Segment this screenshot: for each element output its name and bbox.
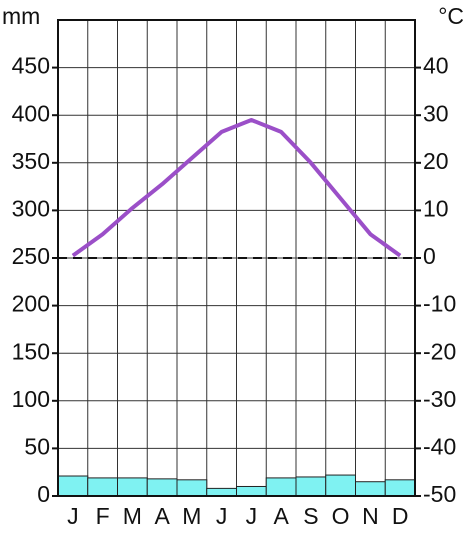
bar: [206, 487, 237, 497]
x-tick-label: J: [246, 503, 258, 529]
x-tick-label: J: [216, 503, 228, 529]
y-tick-label: 300: [12, 195, 50, 221]
bar: [57, 475, 89, 497]
y2-tick-label: -40: [423, 433, 456, 459]
y-tick-label: 250: [12, 243, 50, 269]
y-tick-label: 450: [12, 53, 50, 79]
bar: [87, 477, 118, 497]
y2-tick-label: 40: [423, 53, 449, 79]
x-tick-label: A: [273, 503, 289, 529]
y2-tick-label: 10: [423, 195, 449, 221]
x-tick-label: F: [96, 503, 110, 529]
x-tick-label: D: [392, 503, 409, 529]
bar: [236, 485, 267, 497]
bar: [384, 479, 416, 497]
x-tick-label: A: [154, 503, 170, 529]
y-tick-label: 350: [12, 148, 50, 174]
bar: [117, 477, 148, 497]
y2-tick-label: -20: [423, 338, 456, 364]
y2-axis-label: °C: [438, 3, 464, 29]
y2-tick-label: -30: [423, 386, 456, 412]
plot-frame: [57, 19, 416, 497]
y-tick-label: 50: [24, 433, 50, 459]
y-tick-label: 100: [12, 386, 50, 412]
y2-tick-label: 20: [423, 148, 449, 174]
temperature-line: [71, 117, 402, 258]
y2-tick-label: -50: [423, 481, 456, 507]
x-tick-label: S: [303, 503, 318, 529]
y-axis-label: mm: [2, 3, 40, 29]
y-tick-label: 200: [12, 291, 50, 317]
x-tick-label: N: [362, 503, 379, 529]
bar: [295, 476, 327, 497]
x-tick-label: M: [182, 503, 201, 529]
y-tick-label: 400: [12, 100, 50, 126]
bar: [355, 481, 386, 497]
x-tick-label: J: [67, 503, 79, 529]
y2-tick-label: -10: [423, 291, 456, 317]
y-tick-label: 150: [12, 338, 50, 364]
bar: [176, 479, 208, 497]
y-tick-label: 0: [37, 481, 50, 507]
x-tick-label: O: [332, 503, 350, 529]
y2-tick-label: 30: [423, 100, 449, 126]
bar: [146, 478, 178, 497]
bar: [265, 477, 297, 497]
bar: [325, 474, 356, 497]
x-tick-label: M: [123, 503, 142, 529]
y2-tick-label: 0: [423, 243, 436, 269]
